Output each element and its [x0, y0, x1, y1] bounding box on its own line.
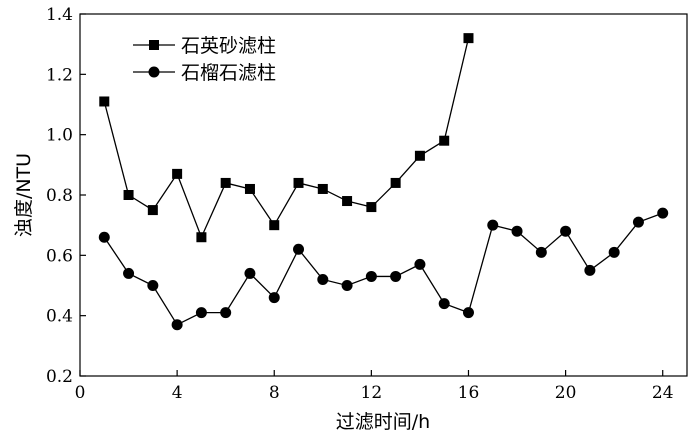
data-point-square [172, 168, 183, 179]
data-point-square [147, 205, 158, 216]
data-point-circle [317, 273, 329, 285]
x-tick-label: 16 [458, 383, 480, 403]
y-axis-title: 浊度/NTU [13, 153, 35, 237]
series-line [103, 37, 470, 239]
data-point-circle [341, 280, 353, 291]
legend-marker-square [149, 40, 159, 50]
data-point-square [244, 183, 255, 194]
y-tick-label: 1.0 [46, 126, 73, 146]
x-tick-label: 20 [555, 383, 577, 403]
data-point-circle [632, 216, 644, 228]
legend-label: 石榴石滤柱 [181, 62, 276, 84]
legend-marker-circle [148, 66, 160, 78]
data-point-circle [608, 246, 620, 258]
data-point-circle [293, 243, 305, 255]
data-point-circle [438, 298, 450, 310]
data-point-circle [98, 231, 110, 243]
y-tick-label: 0.6 [46, 246, 73, 266]
series-circle [98, 207, 669, 331]
data-point-square [317, 183, 328, 194]
y-tick-label: 0.2 [46, 367, 73, 387]
data-point-circle [511, 225, 523, 237]
axis-ticks: 0 4 8 12 16 20 24 0.2 0.4 0.6 0.8 1.0 1.2 1.4 [46, 5, 674, 403]
x-axis-title: 过滤时间/h [336, 411, 430, 433]
data-point-circle [657, 207, 669, 219]
data-point-circle [487, 219, 499, 231]
series-layer [98, 33, 669, 331]
y-tick-label: 0.8 [46, 186, 73, 206]
data-point-circle [268, 292, 280, 304]
data-point-square [269, 220, 280, 231]
data-point-square [99, 96, 110, 107]
series-line [103, 212, 663, 326]
data-point-circle [195, 307, 207, 319]
data-point-circle [390, 270, 402, 282]
data-point-circle [171, 319, 183, 331]
data-point-square [366, 202, 377, 213]
x-tick-label: 24 [652, 383, 674, 403]
data-point-circle [220, 307, 232, 319]
data-point-circle [560, 225, 572, 237]
x-tick-label: 0 [75, 383, 86, 403]
series-square [99, 33, 474, 243]
data-point-square [293, 177, 304, 188]
data-point-circle [244, 267, 256, 279]
data-point-square [123, 190, 134, 200]
data-point-circle [535, 246, 547, 258]
data-point-square [463, 33, 474, 44]
y-tick-label: 0.4 [46, 307, 73, 327]
data-point-circle [584, 264, 596, 276]
y-tick-label: 1.2 [46, 65, 73, 85]
data-point-square [390, 177, 401, 188]
legend-label: 石英砂滤柱 [181, 35, 276, 57]
x-tick-label: 4 [172, 383, 183, 403]
data-point-square [196, 232, 207, 243]
data-point-circle [414, 258, 426, 270]
data-point-circle [147, 280, 159, 291]
data-point-square [414, 150, 425, 161]
x-tick-label: 12 [361, 383, 383, 403]
data-point-square [342, 196, 353, 207]
data-point-circle [123, 267, 135, 279]
x-tick-label: 8 [269, 383, 280, 403]
data-point-circle [462, 307, 474, 319]
y-tick-label: 1.4 [46, 5, 73, 25]
data-point-square [439, 135, 450, 146]
data-point-circle [365, 270, 377, 282]
data-point-square [220, 177, 231, 188]
